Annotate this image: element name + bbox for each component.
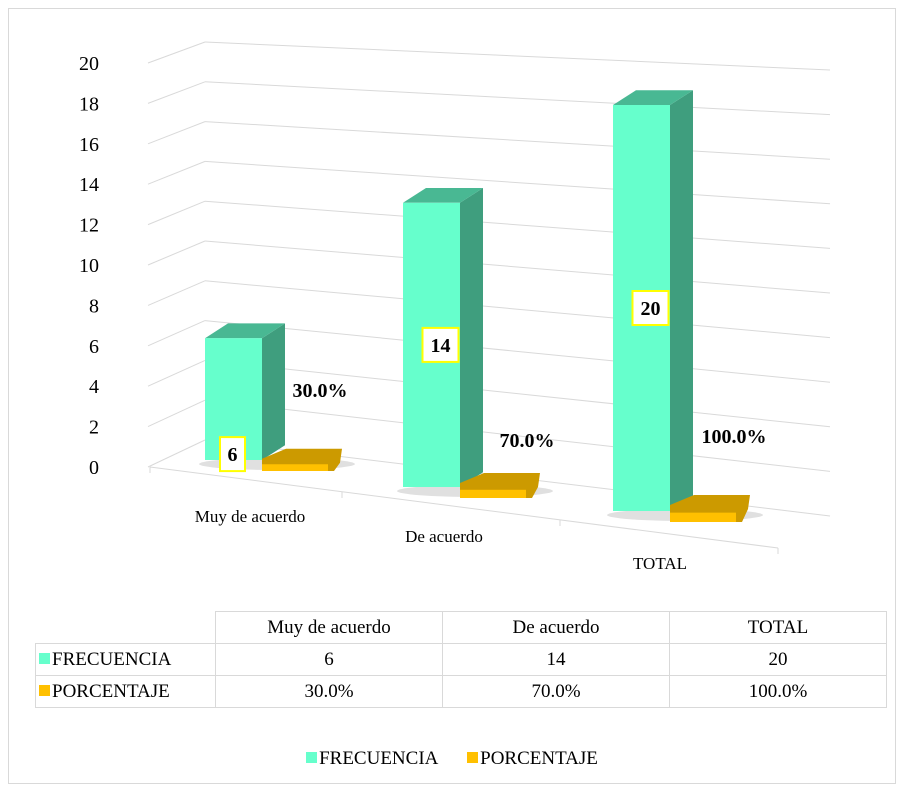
data-table-row: FRECUENCIA 6 14 20 [35,643,887,676]
data-table-row-label: FRECUENCIA [52,648,172,670]
chart-plot-area: 0 2 4 6 8 10 12 14 16 18 20 Muy de acuerdo De acuer… [79,41,831,573]
gridline [204,200,831,249]
y-tick-label: 8 [89,295,99,317]
bar-porcentaje-front [262,464,328,471]
data-table-cell: 100.0% [669,675,887,708]
y-tick-label: 16 [79,134,99,156]
data-labels: 6 30.0% 14 70.0% 20 100.0% [219,290,767,473]
y-tick-label: 2 [89,417,99,439]
legend-item-frecuencia: FRECUENCIA [306,748,438,770]
bar-porcentaje [460,473,540,498]
bar-frecuencia-top [613,90,693,105]
gridline [204,81,831,116]
x-category-label: TOTAL [633,554,687,573]
y-axis: 0 2 4 6 8 10 12 14 16 18 20 [79,53,99,479]
data-label-box [631,290,670,326]
gridline-depth [147,41,206,64]
gridline [204,41,831,71]
gridline [204,280,831,339]
bar-porcentaje [262,448,342,471]
legend-item-porcentaje: PORCENTAJE [467,748,598,770]
gridline [204,359,831,428]
gridline [204,121,831,160]
data-table-cell: 30.0% [215,675,443,708]
data-table-cell: 20 [669,643,887,676]
gridline-depth [147,399,206,428]
data-table-corner [35,611,216,644]
porcentaje-swatch [39,684,50,696]
bar-frecuencia-side [670,90,693,511]
bar-frecuencia-side [460,188,483,487]
data-table-row-header: PORCENTAJE [35,675,216,708]
bar-porcentaje [670,495,750,522]
legend-label: PORCENTAJE [480,748,598,769]
data-table-row: PORCENTAJE 30.0% 70.0% 100.0% [35,675,887,708]
data-table-cell: 6 [215,643,443,676]
bars [199,90,763,522]
y-tick-label: 18 [79,93,99,115]
gridline-depth [147,121,206,145]
data-table: Muy de acuerdo De acuerdo TOTAL FRECUENC… [35,611,887,708]
legend: FRECUENCIA PORCENTAJE [0,748,904,770]
y-tick-label: 14 [79,174,99,196]
y-tick-label: 4 [89,376,99,398]
gridline [204,160,831,205]
y-tick-label: 0 [89,457,99,479]
bar-porcentaje-front [460,489,526,498]
data-label-box [219,436,246,473]
data-label-porcentaje: 70.0% [500,430,555,452]
legend-swatch [467,752,479,763]
gridline-depth [147,240,206,266]
x-category-label: De acuerdo [405,527,483,546]
data-table-cell: 14 [442,643,670,676]
gridline-depth [147,439,206,468]
gridline [204,320,831,383]
gridline [204,240,831,294]
frecuencia-swatch [39,652,50,664]
data-label-box [421,326,460,363]
data-table-header: De acuerdo [442,611,670,644]
gridline-depth [147,320,206,347]
y-tick-label: 6 [89,336,99,358]
data-table-row-label: PORCENTAJE [52,680,170,702]
legend-swatch [306,752,318,763]
y-tick-label: 12 [79,215,99,237]
gridline-depth [147,160,206,185]
gridline-depth [147,200,206,226]
data-table-header: Muy de acuerdo [215,611,443,644]
data-label-frecuencia: 20 [641,298,661,320]
data-label-porcentaje: 30.0% [293,380,348,402]
bar-frecuencia-top [205,323,285,339]
legend-label: FRECUENCIA [319,748,439,769]
data-table-header: TOTAL [669,611,887,644]
data-table-row-header: FRECUENCIA [35,643,216,676]
x-axis: Muy de acuerdo De acuerdo TOTAL [149,466,779,573]
gridline-depth [147,359,206,387]
gridline [204,399,831,472]
y-tick-label: 10 [79,255,99,277]
x-axis-line [149,466,779,549]
bar-frecuencia-top [403,188,483,203]
data-label-frecuencia: 6 [228,444,238,466]
gridline-depth [147,280,206,306]
gridline-depth [147,81,206,104]
bar-porcentaje-front [670,512,736,522]
y-tick-label: 20 [79,53,99,75]
data-label-frecuencia: 14 [431,335,451,357]
data-label-porcentaje: 100.0% [702,426,767,448]
data-table-cell: 70.0% [442,675,670,708]
x-category-label: Muy de acuerdo [195,507,305,526]
data-table-header-row: Muy de acuerdo De acuerdo TOTAL [35,611,887,644]
bar-frecuencia-side [262,323,285,460]
